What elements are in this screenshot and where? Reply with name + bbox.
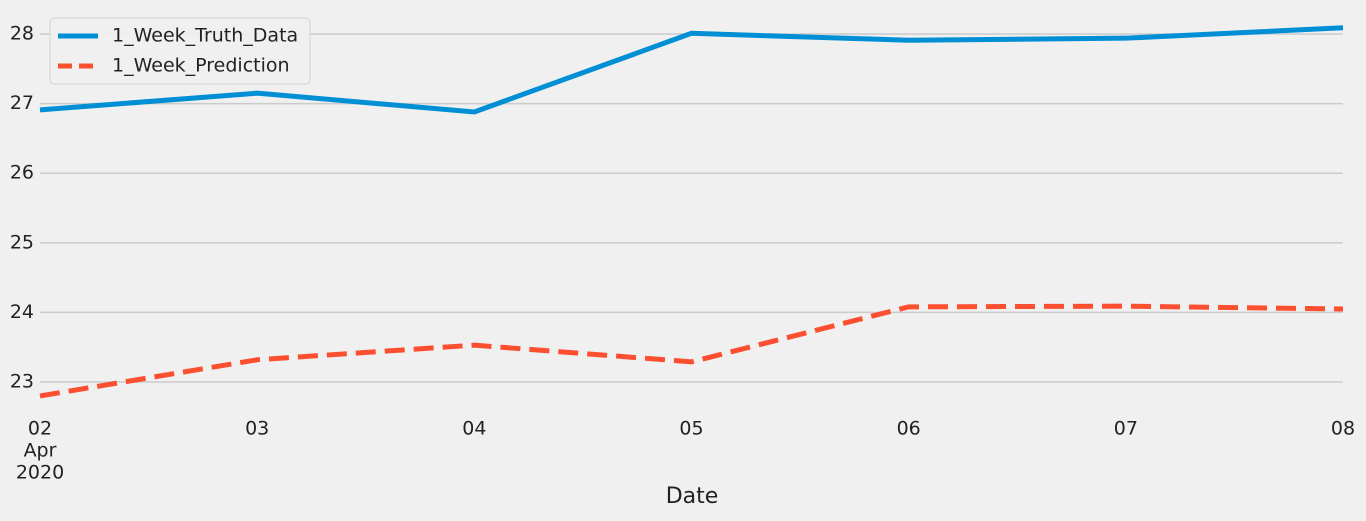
x-tick-label: 06 — [897, 418, 921, 440]
y-tick-label: 23 — [10, 371, 34, 393]
y-tick-label: 27 — [10, 92, 34, 114]
x-tick-label: Apr — [24, 440, 57, 462]
x-tick-label: 03 — [245, 418, 269, 440]
legend: 1_Week_Truth_Data 1_Week_Prediction — [49, 17, 311, 85]
x-tick-label: 05 — [679, 418, 703, 440]
x-axis-label: Date — [666, 484, 719, 509]
x-tick-label: 04 — [462, 418, 486, 440]
x-tick-label: 2020 — [16, 462, 64, 484]
y-tick-label: 24 — [10, 301, 34, 323]
y-tick-label: 25 — [10, 231, 34, 253]
legend-label: 1_Week_Truth_Data — [112, 25, 298, 47]
x-tick-label: 02 — [28, 418, 52, 440]
data-line — [39, 303, 1344, 399]
x-tick-label: 08 — [1331, 418, 1355, 440]
y-tick-label: 26 — [10, 162, 34, 184]
legend-box — [49, 17, 311, 85]
legend-label: 1_Week_Prediction — [112, 55, 290, 77]
x-tick-label: 07 — [1114, 418, 1138, 440]
data-line — [39, 25, 1344, 115]
y-tick-label: 28 — [10, 23, 34, 45]
